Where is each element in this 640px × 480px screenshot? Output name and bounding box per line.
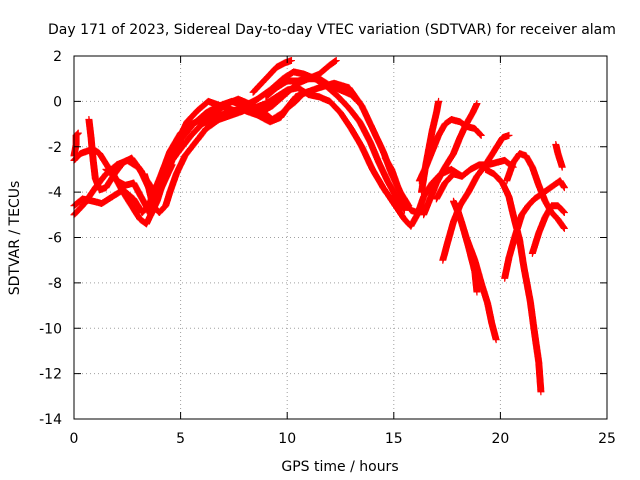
series-track-19 — [501, 177, 568, 282]
series-track-8 — [249, 57, 295, 96]
y-tick-label: -4 — [48, 185, 62, 201]
series-track-13 — [420, 100, 481, 219]
series-track-22 — [552, 141, 566, 171]
y-tick-label: -6 — [48, 231, 62, 247]
y-tick-label: -10 — [39, 321, 62, 337]
marker-track — [249, 57, 295, 96]
axis-ticks: 0 5 10 15 20 25 -14 -12 -10 -8 -6 -4 -2 0 2 — [39, 49, 616, 447]
y-tick-label: -14 — [39, 412, 62, 428]
marker-track — [418, 97, 443, 196]
marker-track — [552, 141, 566, 171]
y-axis-label: SDTVAR / TECUs — [7, 181, 23, 296]
marker-track — [85, 116, 176, 203]
series-track-12 — [418, 97, 443, 196]
x-tick-label: 5 — [176, 431, 185, 447]
marker-track — [501, 177, 568, 282]
x-tick-label: 15 — [385, 431, 403, 447]
x-tick-label: 10 — [278, 431, 296, 447]
marker-track — [439, 131, 513, 264]
marker-track — [420, 100, 481, 219]
series-track-15 — [439, 131, 513, 264]
x-tick-label: 25 — [598, 431, 616, 447]
y-tick-label: 2 — [53, 49, 62, 65]
series-track-9 — [262, 75, 362, 105]
y-tick-label: -2 — [48, 140, 62, 156]
series-track-10 — [381, 154, 428, 216]
data-series — [70, 57, 568, 396]
x-tick-label: 20 — [491, 431, 509, 447]
series-track-5 — [85, 116, 176, 203]
marker-track — [381, 154, 428, 216]
series-track-21 — [528, 202, 568, 257]
series-track-17 — [452, 200, 481, 296]
marker-track — [140, 91, 306, 216]
x-axis-label: GPS time / hours — [281, 459, 398, 475]
y-tick-label: -12 — [39, 367, 62, 383]
y-tick-label: 0 — [53, 94, 62, 110]
marker-track — [262, 75, 362, 105]
x-tick-label: 0 — [70, 431, 79, 447]
y-tick-label: -8 — [48, 276, 62, 292]
marker-track — [452, 200, 481, 296]
marker-track — [528, 202, 568, 257]
chart-title: Day 171 of 2023, Sidereal Day-to-day VTE… — [48, 22, 616, 38]
series-track-6 — [140, 91, 306, 216]
